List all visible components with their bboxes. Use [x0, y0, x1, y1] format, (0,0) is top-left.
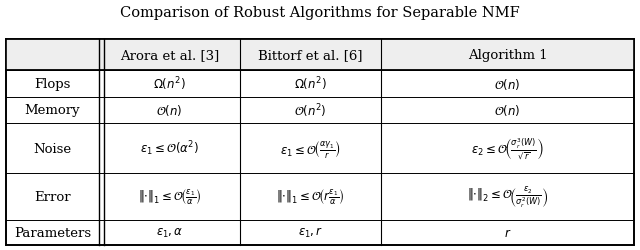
Text: $\epsilon_1, \alpha$: $\epsilon_1, \alpha$	[156, 226, 184, 239]
Text: $\|{\cdot}\|_1 \leq \mathcal{O}\!\left(\frac{\epsilon_1}{\alpha}\right)$: $\|{\cdot}\|_1 \leq \mathcal{O}\!\left(\…	[138, 187, 202, 206]
Text: $\epsilon_1 \leq \mathcal{O}(\alpha^2)$: $\epsilon_1 \leq \mathcal{O}(\alpha^2)$	[140, 139, 199, 158]
Text: Memory: Memory	[25, 104, 80, 117]
Text: $\Omega(n^2)$: $\Omega(n^2)$	[294, 75, 327, 93]
Text: $\Omega(n^2)$: $\Omega(n^2)$	[153, 75, 186, 93]
Text: Error: Error	[34, 190, 71, 203]
Text: Flops: Flops	[35, 78, 70, 90]
Text: Arora et al. [3]: Arora et al. [3]	[120, 49, 220, 62]
Bar	[6, 40, 634, 71]
Text: $\|{\cdot}\|_1 \leq \mathcal{O}\!\left(r\frac{\epsilon_1}{\alpha}\right)$: $\|{\cdot}\|_1 \leq \mathcal{O}\!\left(r…	[276, 187, 344, 206]
Bar	[6, 40, 634, 245]
Text: Comparison of Robust Algorithms for Separable NMF: Comparison of Robust Algorithms for Sepa…	[120, 6, 520, 20]
Text: $\mathcal{O}(n)$: $\mathcal{O}(n)$	[494, 103, 521, 118]
Text: Parameters: Parameters	[14, 226, 91, 239]
Text: $\epsilon_1 \leq \mathcal{O}\!\left(\frac{\alpha\gamma_1}{r}\right)$: $\epsilon_1 \leq \mathcal{O}\!\left(\fra…	[280, 138, 341, 159]
Text: $\|{\cdot}\|_2 \leq \mathcal{O}\!\left(\frac{\epsilon_2}{\sigma_r^2(W)}\right)$: $\|{\cdot}\|_2 \leq \mathcal{O}\!\left(\…	[467, 184, 548, 209]
Text: $\mathcal{O}(n^2)$: $\mathcal{O}(n^2)$	[294, 102, 326, 119]
Text: Algorithm 1: Algorithm 1	[468, 49, 547, 62]
Text: Bittorf et al. [6]: Bittorf et al. [6]	[258, 49, 363, 62]
Text: $\mathcal{O}(n)$: $\mathcal{O}(n)$	[494, 77, 521, 92]
Text: $r$: $r$	[504, 226, 511, 239]
Text: $\mathcal{O}(n)$: $\mathcal{O}(n)$	[156, 103, 183, 118]
Text: $\epsilon_1, r$: $\epsilon_1, r$	[298, 226, 323, 239]
Text: $\epsilon_2 \leq \mathcal{O}\!\left(\frac{\sigma_r^3(W)}{\sqrt{r}}\right)$: $\epsilon_2 \leq \mathcal{O}\!\left(\fra…	[471, 136, 544, 161]
Text: Noise: Noise	[33, 142, 72, 155]
